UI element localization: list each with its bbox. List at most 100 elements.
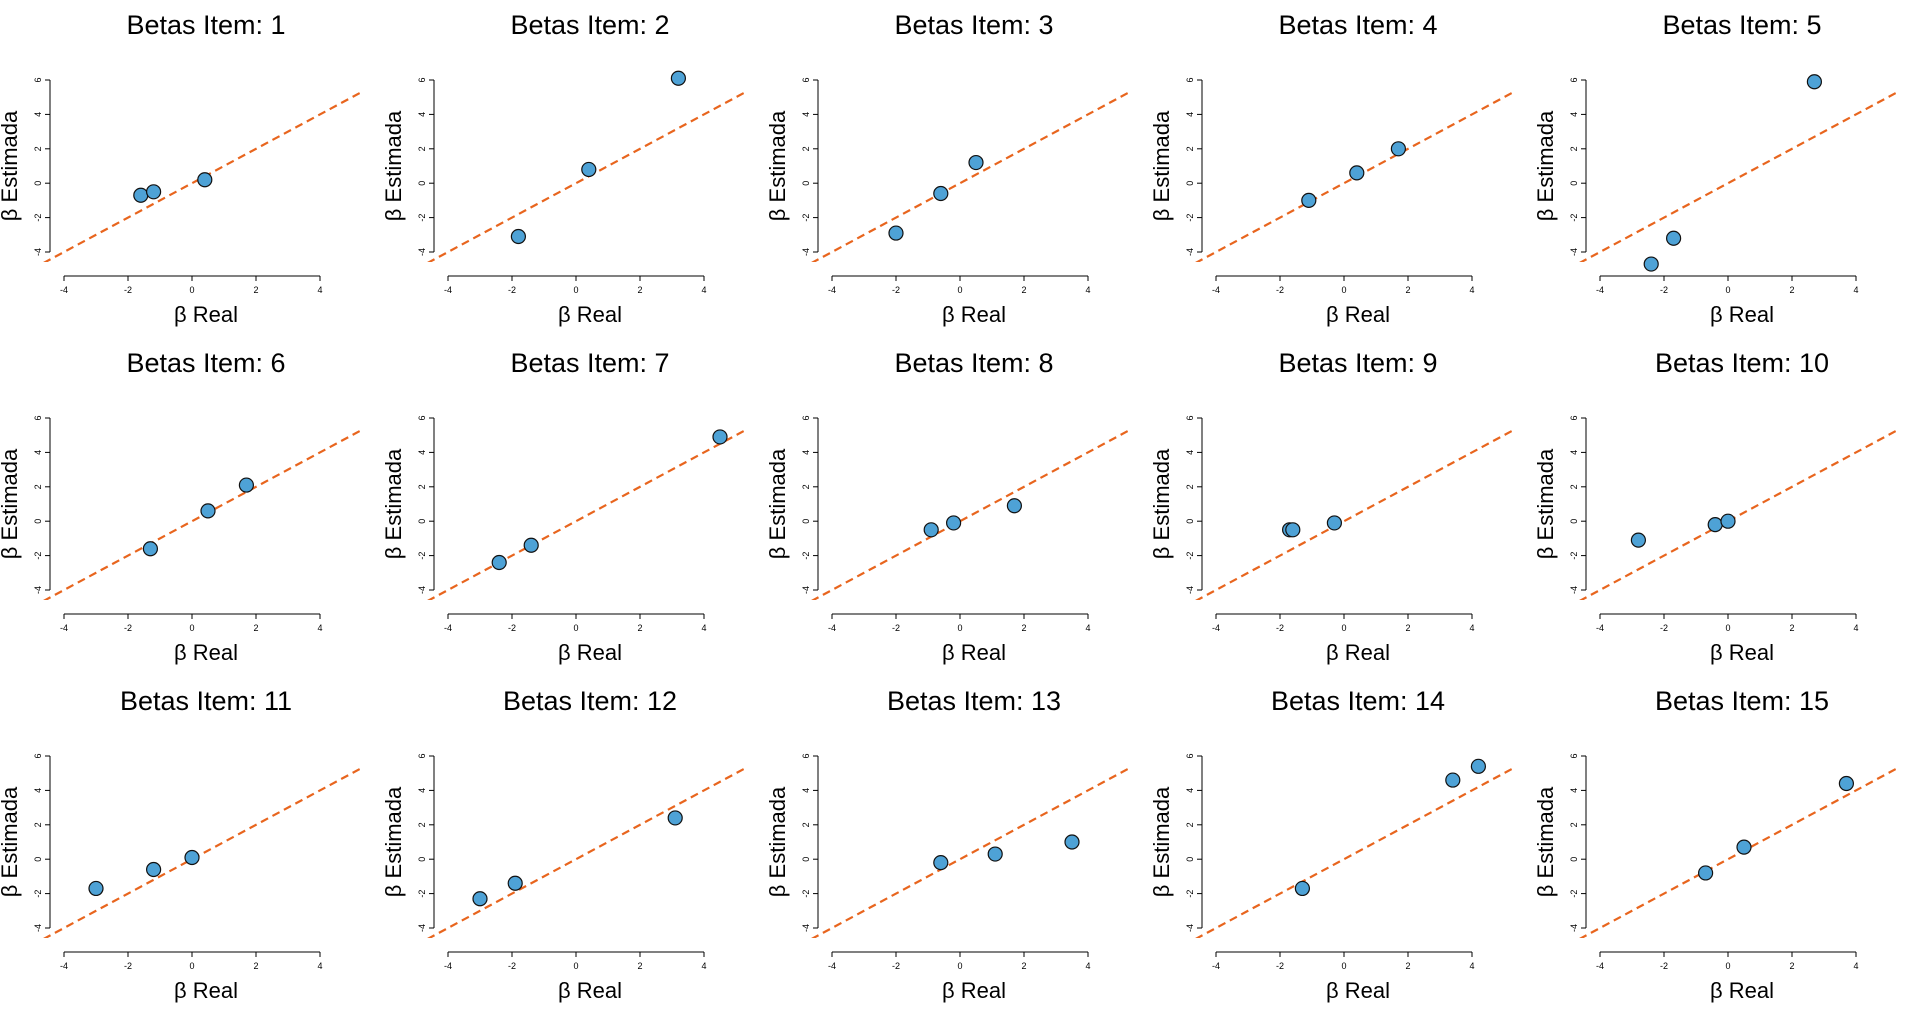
y-tick-label: 4 [417, 788, 427, 793]
reference-line [43, 767, 360, 938]
y-tick-label: 0 [33, 857, 43, 862]
y-tick-label: 4 [33, 788, 43, 793]
x-tick-label: 4 [1085, 961, 1090, 971]
y-tick-label: -4 [33, 586, 43, 594]
chart-title: Betas Item: 8 [894, 348, 1053, 378]
scatter-plot: Betas Item: 12 -4 -2 0 2 4 6 -4 -2 0 2 4 β Real β Est… [381, 686, 744, 1003]
chart-title: Betas Item: 6 [126, 348, 285, 378]
reference-line [1195, 429, 1512, 600]
chart-title: Betas Item: 3 [894, 10, 1053, 40]
scatter-plot: Betas Item: 5 -4 -2 0 2 4 6 -4 -2 0 2 4 β Real β Esti… [1533, 10, 1896, 327]
y-tick-label: -4 [33, 248, 43, 256]
x-tick-label: -2 [1660, 285, 1668, 295]
x-tick-label: -4 [1212, 623, 1220, 633]
scatter-plot: Betas Item: 9 -4 -2 0 2 4 6 -4 -2 0 2 4 β Real β Esti… [1149, 348, 1512, 665]
y-tick-label: -4 [1569, 248, 1579, 256]
y-axis-label: β Estimada [0, 448, 22, 559]
y-tick-label: 2 [417, 146, 427, 151]
y-tick-label: 6 [1569, 753, 1579, 758]
x-tick-label: -4 [444, 961, 452, 971]
x-tick-label: 2 [1405, 285, 1410, 295]
data-point [1445, 772, 1461, 788]
y-tick-label: 4 [417, 450, 427, 455]
x-tick-label: 2 [1021, 623, 1026, 633]
y-tick-label: -2 [801, 552, 811, 560]
y-tick-label: -4 [33, 924, 43, 932]
x-tick-label: 4 [1469, 285, 1474, 295]
y-tick-label: 2 [417, 822, 427, 827]
y-tick-label: -2 [1569, 890, 1579, 898]
y-tick-label: -2 [801, 214, 811, 222]
y-tick-label: 2 [417, 484, 427, 489]
x-tick-label: -2 [508, 961, 516, 971]
scatter-panel-9: Betas Item: 9 -4 -2 0 2 4 6 -4 -2 0 2 4 β Real β Esti… [1149, 338, 1536, 676]
scatter-panel-3: Betas Item: 3 -4 -2 0 2 4 6 -4 -2 0 2 4 β Real β Esti… [765, 0, 1152, 338]
scatter-plot: Betas Item: 10 -4 -2 0 2 4 6 -4 -2 0 2 4 β Real β Est… [1533, 348, 1896, 665]
x-tick-label: 0 [189, 285, 194, 295]
x-tick-label: -4 [444, 285, 452, 295]
x-tick-label: 4 [317, 623, 322, 633]
y-tick-label: -2 [33, 214, 43, 222]
x-tick-label: -4 [1596, 961, 1604, 971]
scatter-plot: Betas Item: 3 -4 -2 0 2 4 6 -4 -2 0 2 4 β Real β Esti… [765, 10, 1128, 327]
y-tick-label: -2 [1185, 890, 1195, 898]
scatter-plot: Betas Item: 8 -4 -2 0 2 4 6 -4 -2 0 2 4 β Real β Esti… [765, 348, 1128, 665]
y-tick-label: 4 [1569, 788, 1579, 793]
x-tick-label: 0 [189, 961, 194, 971]
x-tick-label: 2 [253, 961, 258, 971]
scatter-plot: Betas Item: 7 -4 -2 0 2 4 6 -4 -2 0 2 4 β Real β Esti… [381, 348, 744, 665]
data-point [670, 70, 686, 86]
reference-line [811, 91, 1128, 262]
x-tick-label: 4 [1085, 285, 1090, 295]
y-tick-label: 4 [1569, 112, 1579, 117]
x-tick-label: 4 [1853, 961, 1858, 971]
x-axis-label: β Real [1710, 302, 1774, 327]
reference-line [427, 767, 744, 938]
chart-title: Betas Item: 7 [510, 348, 669, 378]
x-tick-label: -2 [1276, 961, 1284, 971]
y-tick-label: 4 [33, 450, 43, 455]
reference-line [1579, 91, 1896, 262]
x-tick-label: -2 [892, 961, 900, 971]
data-point [968, 154, 984, 171]
x-tick-label: 2 [1405, 961, 1410, 971]
x-tick-label: 2 [1789, 285, 1794, 295]
x-tick-label: 4 [317, 285, 322, 295]
y-tick-label: 4 [801, 112, 811, 117]
y-axis-label: β Estimada [1149, 110, 1174, 221]
x-tick-label: 4 [701, 285, 706, 295]
y-tick-label: -4 [801, 924, 811, 932]
chart-title: Betas Item: 5 [1662, 10, 1821, 40]
scatter-panel-7: Betas Item: 7 -4 -2 0 2 4 6 -4 -2 0 2 4 β Real β Esti… [381, 338, 768, 676]
chart-title: Betas Item: 4 [1278, 10, 1437, 40]
x-tick-label: 4 [1853, 623, 1858, 633]
y-axis-label: β Estimada [0, 786, 22, 897]
y-tick-label: 6 [417, 415, 427, 420]
x-tick-label: 0 [189, 623, 194, 633]
data-point [667, 810, 683, 826]
y-tick-label: 6 [801, 415, 811, 420]
x-tick-label: -4 [1596, 285, 1604, 295]
data-point [1294, 880, 1310, 897]
data-point [923, 522, 939, 538]
scatter-plot: Betas Item: 1 -4 -2 0 2 4 6 -4 -2 0 2 4 β Real β Esti… [0, 10, 360, 327]
chart-title: Betas Item: 2 [510, 10, 669, 40]
y-tick-label: 2 [801, 484, 811, 489]
y-tick-label: 2 [1569, 146, 1579, 151]
x-tick-label: -4 [60, 961, 68, 971]
x-tick-label: 0 [1725, 623, 1730, 633]
x-tick-label: -2 [1276, 285, 1284, 295]
x-tick-label: -2 [892, 285, 900, 295]
x-tick-label: -2 [1660, 961, 1668, 971]
y-tick-label: 2 [1185, 484, 1195, 489]
y-tick-label: 2 [801, 146, 811, 151]
y-tick-label: -2 [417, 214, 427, 222]
data-point [1643, 256, 1659, 272]
y-tick-label: 2 [1185, 822, 1195, 827]
reference-line [811, 767, 1128, 938]
data-point [1390, 141, 1406, 157]
y-tick-label: 4 [1185, 788, 1195, 793]
y-tick-label: 4 [417, 112, 427, 117]
data-point [523, 537, 539, 553]
chart-title: Betas Item: 10 [1655, 348, 1829, 378]
